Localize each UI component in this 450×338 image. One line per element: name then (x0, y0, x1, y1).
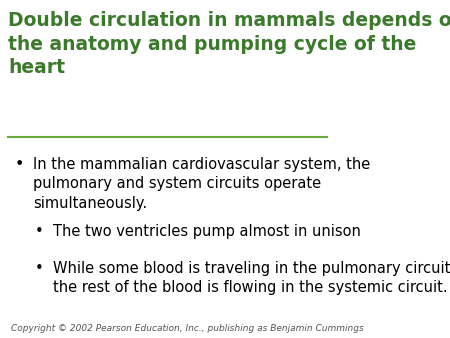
Text: •: • (35, 261, 43, 276)
Text: •: • (15, 157, 24, 172)
Text: Copyright © 2002 Pearson Education, Inc., publishing as Benjamin Cummings: Copyright © 2002 Pearson Education, Inc.… (11, 324, 364, 333)
Text: In the mammalian cardiovascular system, the
pulmonary and system circuits operat: In the mammalian cardiovascular system, … (33, 157, 370, 211)
Text: Double circulation in mammals depends on
the anatomy and pumping cycle of the
he: Double circulation in mammals depends on… (8, 11, 450, 77)
Text: While some blood is traveling in the pulmonary circuit,
the rest of the blood is: While some blood is traveling in the pul… (53, 261, 450, 295)
Text: The two ventricles pump almost in unison: The two ventricles pump almost in unison (53, 224, 361, 239)
Text: •: • (35, 224, 43, 239)
